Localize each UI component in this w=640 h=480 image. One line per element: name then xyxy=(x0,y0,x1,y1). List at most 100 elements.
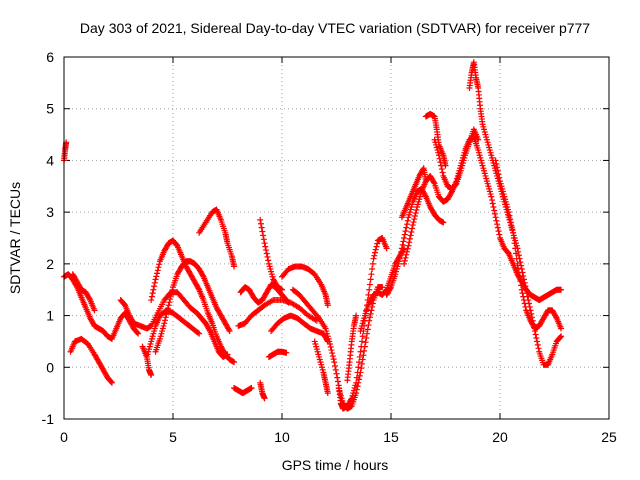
data-point xyxy=(533,334,540,341)
data-point xyxy=(108,378,115,385)
data-point xyxy=(353,312,360,319)
y-tick-label: 2 xyxy=(46,256,54,272)
data-point xyxy=(360,352,367,359)
data-point xyxy=(410,219,417,226)
data-point xyxy=(379,284,386,291)
plot-frame xyxy=(63,56,610,420)
data-point xyxy=(402,228,409,235)
data-point xyxy=(262,243,269,250)
data-point xyxy=(166,299,173,306)
data-point xyxy=(263,247,270,254)
data-point xyxy=(494,221,501,228)
data-point xyxy=(494,164,501,171)
data-point xyxy=(353,386,360,393)
data-point xyxy=(435,152,442,159)
data-point xyxy=(411,213,418,220)
data-point xyxy=(436,155,443,162)
data-point xyxy=(401,260,408,267)
data-point xyxy=(331,359,338,366)
data-point xyxy=(534,341,541,348)
data-point xyxy=(422,178,429,185)
data-point xyxy=(440,219,447,226)
data-point xyxy=(195,285,202,292)
data-point xyxy=(512,245,519,252)
tick-labels: 0 5 10 15 20 25 -1 0 1 2 3 4 5 6 xyxy=(42,49,617,445)
data-point xyxy=(168,290,175,297)
data-point xyxy=(248,384,255,391)
data-point xyxy=(366,281,373,288)
data-point xyxy=(535,345,542,352)
data-point xyxy=(324,390,331,397)
data-point xyxy=(372,249,379,256)
data-point xyxy=(438,162,445,169)
data-point xyxy=(196,330,203,337)
data-point xyxy=(422,192,429,199)
data-point xyxy=(513,255,520,262)
data-point xyxy=(283,349,290,356)
data-point xyxy=(373,243,380,250)
data-point xyxy=(401,257,408,264)
data-point xyxy=(148,372,155,379)
data-point xyxy=(403,221,410,228)
data-point xyxy=(353,390,360,397)
data-point xyxy=(314,313,321,320)
y-tick-label: 4 xyxy=(46,152,54,168)
data-point xyxy=(162,314,169,321)
data-point xyxy=(161,320,168,327)
data-point xyxy=(150,286,157,293)
data-point xyxy=(507,216,514,223)
data-point xyxy=(169,287,176,294)
data-point xyxy=(518,286,525,293)
data-point xyxy=(518,282,525,289)
data-point xyxy=(151,283,158,290)
data-point xyxy=(491,210,498,217)
data-point xyxy=(356,372,363,379)
x-tick-label: 25 xyxy=(601,429,617,445)
data-point xyxy=(324,302,331,309)
data-point xyxy=(475,136,482,143)
data-point xyxy=(517,278,524,285)
x-tick-label: 10 xyxy=(274,429,290,445)
data-point xyxy=(328,347,335,354)
x-tick-label: 20 xyxy=(492,429,508,445)
data-point xyxy=(521,300,528,307)
data-point xyxy=(403,248,410,255)
data-point xyxy=(495,228,502,235)
data-point xyxy=(406,239,413,246)
data-point xyxy=(400,238,407,245)
data-point xyxy=(534,338,541,345)
data-point xyxy=(508,222,515,229)
axis-ticks xyxy=(63,56,610,420)
data-point xyxy=(155,264,162,271)
data-point xyxy=(493,160,500,167)
data-point xyxy=(167,293,174,300)
data-point xyxy=(357,348,364,355)
data-point xyxy=(326,341,333,348)
data-point xyxy=(332,362,339,369)
data-points xyxy=(61,59,565,412)
data-point xyxy=(366,317,373,324)
data-point xyxy=(369,260,376,267)
data-point xyxy=(358,338,365,345)
data-point xyxy=(334,374,341,381)
data-point xyxy=(356,376,363,383)
x-tick-label: 5 xyxy=(169,429,177,445)
x-axis-label: GPS time / hours xyxy=(282,457,389,473)
data-point xyxy=(372,246,379,253)
y-tick-label: -1 xyxy=(42,411,55,427)
data-point xyxy=(514,260,521,267)
data-point xyxy=(383,245,390,252)
data-point xyxy=(359,333,366,340)
data-point xyxy=(259,228,266,235)
y-tick-label: 5 xyxy=(46,101,54,117)
data-point xyxy=(257,220,264,227)
data-point xyxy=(261,395,268,402)
data-point xyxy=(86,295,93,302)
data-point xyxy=(91,307,98,314)
data-point xyxy=(165,302,172,309)
data-point xyxy=(367,276,374,283)
data-point xyxy=(364,330,371,337)
chart-title: Day 303 of 2021, Sidereal Day-to-day VTE… xyxy=(80,20,590,36)
data-point xyxy=(496,174,503,181)
